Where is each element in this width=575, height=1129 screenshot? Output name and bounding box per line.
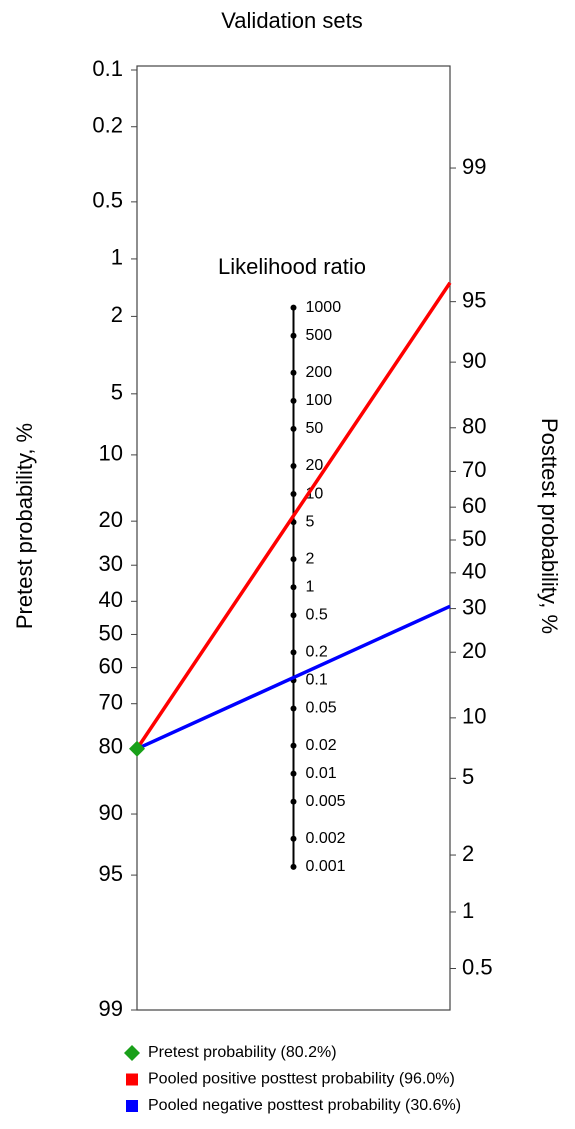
y-tick-label: 40 [99, 587, 123, 612]
y2-tick-label: 50 [462, 526, 486, 551]
legend-label: Pooled negative posttest probability (30… [148, 1097, 461, 1114]
lr-tick [290, 304, 297, 311]
y-tick-label: 2 [111, 302, 123, 327]
lr-tick [290, 742, 297, 749]
lr-tick-label: 20 [306, 457, 324, 474]
y2-tick-label: 2 [462, 841, 474, 866]
pretest-marker [129, 740, 145, 757]
lr-tick [290, 491, 297, 498]
lr-tick [290, 835, 297, 842]
lr-tick [290, 462, 297, 469]
y-tick-label: 10 [99, 441, 123, 466]
lr-tick-label: 0.02 [306, 737, 337, 754]
lr-tick [290, 770, 297, 777]
y-tick-label: 60 [99, 653, 123, 678]
lr-tick-label: 0.2 [306, 644, 328, 661]
y2-tick-label: 0.5 [462, 954, 493, 979]
y2-tick-label: 95 [462, 287, 486, 312]
lr-tick-label: 0.005 [306, 793, 346, 810]
lr-tick-label: 50 [306, 420, 324, 437]
y2-tick-label: 80 [462, 414, 486, 439]
y2-tick-label: 1 [462, 898, 474, 923]
lr-tick-label: 0.002 [306, 830, 346, 847]
lr-tick-label: 0.01 [306, 765, 337, 782]
lr-tick [290, 798, 297, 805]
lr-tick [290, 612, 297, 619]
y-tick-label: 50 [99, 620, 123, 645]
y2-tick-label: 20 [462, 638, 486, 663]
lr-tick-label: 0.001 [306, 858, 346, 875]
y-tick-label: 80 [99, 734, 123, 759]
posttest-line [136, 604, 451, 751]
lr-tick [290, 369, 297, 376]
lr-tick [290, 863, 297, 870]
lr-axis-label: Likelihood ratio [218, 254, 366, 279]
y-tick-label: 20 [99, 507, 123, 532]
lr-tick-label: 1000 [306, 299, 342, 316]
chart-title: Validation sets [221, 8, 362, 33]
y-tick-label: 99 [99, 996, 123, 1021]
y-tick-label: 90 [99, 800, 123, 825]
lr-tick [290, 332, 297, 339]
posttest-line [135, 281, 452, 750]
y2-tick-label: 30 [462, 594, 486, 619]
y-tick-label: 95 [99, 861, 123, 886]
lr-tick [290, 649, 297, 656]
y-tick-label: 0.5 [92, 188, 123, 213]
lr-tick [290, 425, 297, 432]
y2-tick-label: 70 [462, 457, 486, 482]
y2-tick-label: 10 [462, 704, 486, 729]
y-tick-label: 30 [99, 551, 123, 576]
legend-label: Pretest probability (80.2%) [148, 1044, 337, 1061]
lr-tick-label: 5 [306, 513, 315, 530]
y-tick-label: 0.2 [92, 113, 123, 138]
y-tick-label: 5 [111, 380, 123, 405]
lr-tick-label: 0.5 [306, 607, 328, 624]
lr-tick-label: 100 [306, 392, 333, 409]
y2-tick-label: 5 [462, 764, 474, 789]
y2-tick-label: 60 [462, 493, 486, 518]
lr-tick-label: 0.05 [306, 700, 337, 717]
lr-tick-label: 200 [306, 364, 333, 381]
y-tick-label: 1 [111, 245, 123, 270]
legend-marker [124, 1045, 140, 1061]
lr-tick [290, 397, 297, 404]
legend-marker [126, 1073, 138, 1086]
legend-marker [126, 1100, 138, 1112]
legend-label: Pooled positive posttest probability (96… [148, 1071, 455, 1088]
lr-tick [290, 705, 297, 712]
plot-frame [136, 65, 451, 1011]
y2-tick-label: 90 [462, 348, 486, 373]
lr-tick-label: 2 [306, 550, 315, 567]
y-axis-label: Pretest probability, % [12, 423, 37, 629]
lr-tick-label: 500 [306, 327, 333, 344]
lr-tick-label: 1 [306, 578, 315, 595]
y-tick-label: 70 [99, 690, 123, 715]
y-tick-label: 0.1 [92, 56, 123, 81]
lr-tick [290, 556, 297, 563]
y2-tick-label: 40 [462, 559, 486, 584]
lr-tick-label: 0.1 [306, 672, 328, 689]
lr-tick [290, 584, 297, 591]
y2-axis-label: Posttest probability, % [537, 418, 562, 634]
y2-tick-label: 99 [462, 154, 486, 179]
